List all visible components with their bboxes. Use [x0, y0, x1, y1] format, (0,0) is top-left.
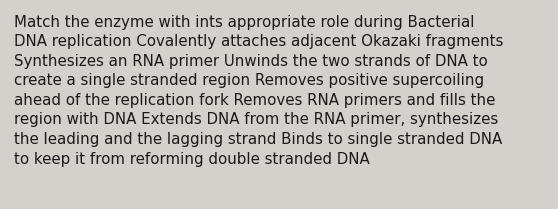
Text: Match the enzyme with ints appropriate role during Bacterial
DNA replication Cov: Match the enzyme with ints appropriate r… — [14, 15, 503, 167]
